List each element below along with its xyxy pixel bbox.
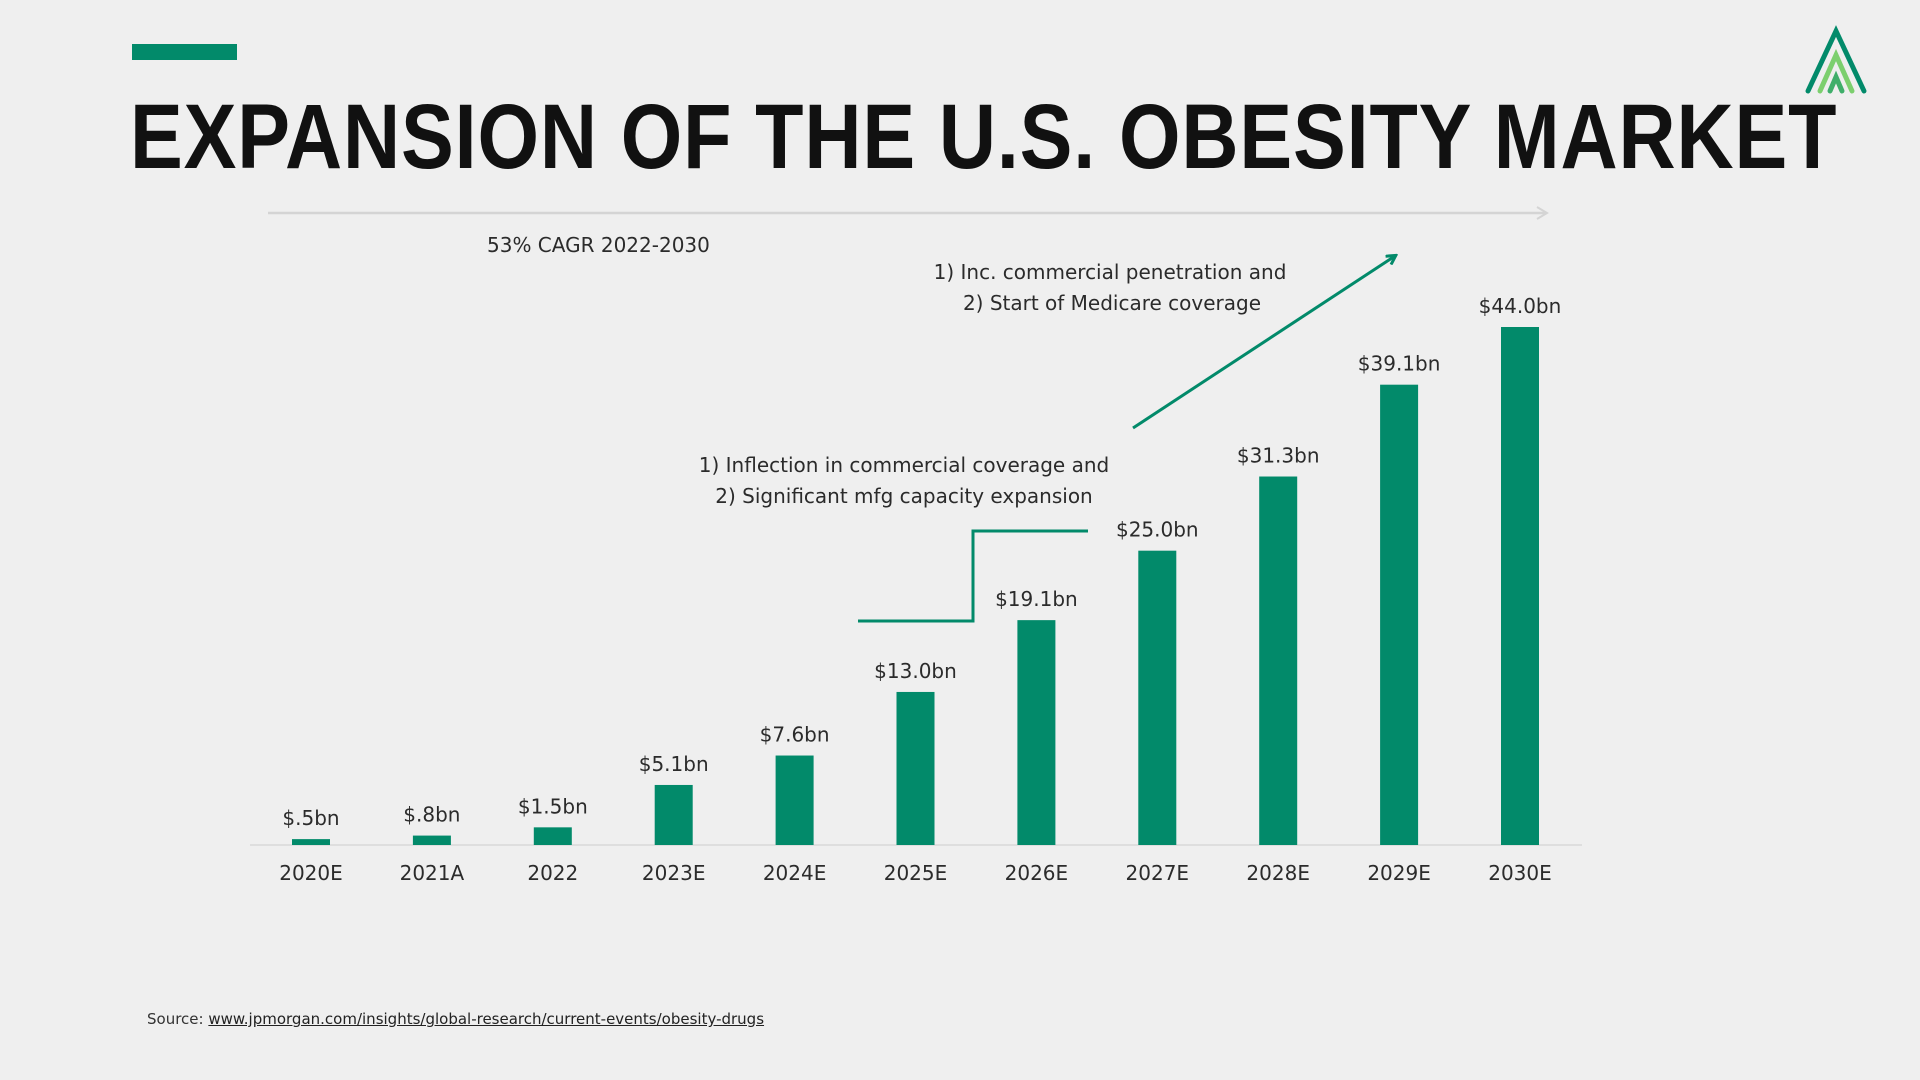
x-tick-label-2022: 2022 [527,861,578,885]
x-tick-label-2025E: 2025E [884,861,948,885]
logo-middle-stroke [1817,48,1855,94]
x-tick-label-2027E: 2027E [1126,861,1190,885]
logo-outer-stroke [1805,25,1867,94]
data-label-2024E: $7.6bn [760,723,830,747]
bar-2027E [1138,550,1177,845]
data-label-2022: $1.5bn [518,794,588,818]
x-tick-label-2024E: 2024E [763,861,827,885]
growth-trend-arrow [1132,256,1395,430]
bar-2024E [775,755,814,845]
bars-group: $.5bn 2020E $.8bn 2021A $1.5bn 2022 $5.1bn 2023… [279,294,1561,885]
bar-2028E [1259,476,1298,845]
bar-2022 [533,827,572,845]
data-label-2028E: $31.3bn [1237,444,1320,468]
cagr-annotation: 53% CAGR 2022-2030 [487,233,710,257]
data-label-2030E: $44.0bn [1479,294,1562,318]
inflection-annotation-line-2: 2) Significant mfg capacity expansion [715,484,1092,508]
source-link[interactable]: www.jpmorgan.com/insights/global-researc… [208,1010,765,1028]
x-tick-label-2026E: 2026E [1005,861,1069,885]
x-tick-label-2030E: 2030E [1488,861,1552,885]
source-citation: Source: www.jpmorgan.com/insights/global… [147,1010,764,1028]
inflection-step-line [858,529,1088,623]
x-tick-label-2028E: 2028E [1246,861,1310,885]
medicare-annotation-line-2: 2) Start of Medicare coverage [963,291,1261,315]
x-tick-label-2020E: 2020E [279,861,343,885]
data-label-2020E: $.5bn [282,806,339,830]
x-tick-label-2021A: 2021A [400,861,465,885]
data-label-2021A: $.8bn [403,803,460,827]
data-label-2029E: $39.1bn [1358,352,1441,376]
title-accent-bar [132,44,237,60]
x-tick-label-2029E: 2029E [1367,861,1431,885]
bar-2030E [1501,327,1539,845]
data-label-2023E: $5.1bn [639,752,709,776]
inflection-annotation-line-1: 1) Inflection in commercial coverage and [699,453,1109,477]
bar-2021A [412,835,451,845]
medicare-annotation-line-1: 1) Inc. commercial penetration and [934,260,1287,284]
bar-2023E [654,784,693,845]
bar-2029E [1380,384,1419,845]
data-label-2025E: $13.0bn [874,659,957,683]
brand-logo-icon [1805,25,1867,94]
bar-2026E [1017,620,1056,845]
x-tick-label-2023E: 2023E [642,861,706,885]
data-label-2027E: $25.0bn [1116,518,1199,542]
source-label: Source: [147,1010,204,1028]
logo-inner-stroke [1827,70,1845,94]
data-label-2026E: $19.1bn [995,587,1078,611]
bar-2020E [292,839,330,845]
bar-2025E [896,691,935,845]
